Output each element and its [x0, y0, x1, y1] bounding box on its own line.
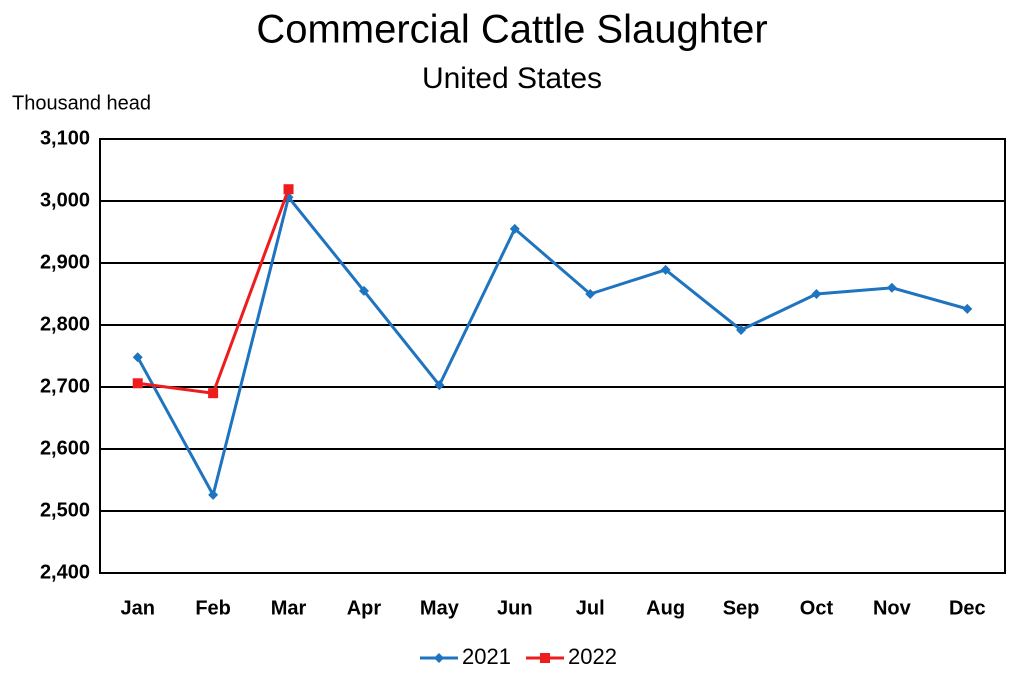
data-point	[434, 380, 445, 391]
data-point	[585, 289, 596, 299]
y-tick-label: 2,600	[40, 437, 90, 459]
x-tick-label: Sep	[723, 597, 760, 619]
data-point	[736, 324, 747, 335]
x-tick-label: Feb	[195, 597, 231, 619]
data-point	[962, 303, 973, 314]
x-tick-label: Jan	[120, 597, 154, 619]
data-point	[208, 489, 219, 500]
x-tick-label: Mar	[271, 597, 307, 619]
legend-marker	[540, 653, 550, 663]
y-tick-label: 2,400	[40, 561, 90, 583]
data-point	[811, 289, 822, 299]
data-point	[358, 285, 369, 296]
data-point	[509, 223, 520, 234]
chart-subtitle: United States	[422, 62, 602, 95]
x-tick-label: Dec	[949, 597, 986, 619]
data-point	[660, 264, 671, 275]
x-tick-label: Jun	[497, 597, 533, 619]
y-tick-label: 2,500	[40, 499, 90, 521]
chart-title: Commercial Cattle Slaughter	[256, 8, 767, 52]
x-tick-label: Jul	[576, 597, 605, 619]
x-tick-label: Oct	[800, 597, 834, 619]
y-tick-label: 3,100	[40, 127, 90, 149]
series-line	[136, 193, 968, 499]
legend-label: 2021	[462, 644, 511, 669]
y-tick-label: 2,800	[40, 313, 90, 335]
legend-marker	[434, 653, 444, 663]
plot-frame	[99, 138, 1006, 574]
x-tick-label: Nov	[873, 597, 912, 619]
y-tick-label: 2,900	[40, 251, 90, 273]
x-tick-label: Aug	[646, 597, 685, 619]
y-axis-label: Thousand head	[12, 92, 151, 114]
data-point	[132, 378, 143, 389]
data-point	[886, 282, 897, 293]
data-point	[283, 184, 294, 195]
data-point	[132, 352, 143, 363]
legend-label: 2022	[568, 644, 617, 669]
y-tick-label: 3,000	[40, 189, 90, 211]
x-tick-label: May	[420, 597, 460, 619]
data-point	[208, 388, 219, 399]
y-tick-label: 2,700	[40, 375, 90, 397]
x-tick-label: Apr	[347, 597, 382, 619]
